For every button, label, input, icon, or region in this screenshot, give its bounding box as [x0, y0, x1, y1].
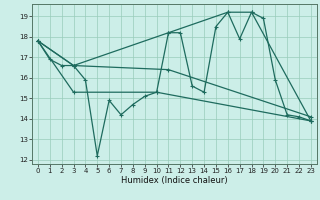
X-axis label: Humidex (Indice chaleur): Humidex (Indice chaleur)	[121, 176, 228, 185]
